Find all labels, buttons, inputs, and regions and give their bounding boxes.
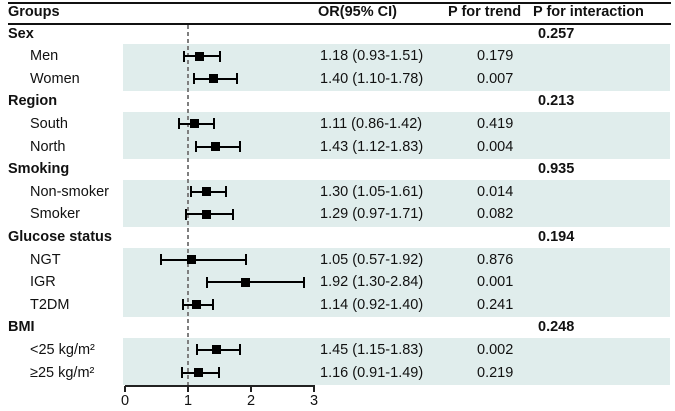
p-interaction-value: 0.213 (538, 93, 575, 110)
p-interaction-value: 0.257 (538, 25, 575, 42)
header-rule (8, 23, 671, 25)
reference-line-or-1 (187, 25, 189, 386)
or-marker (193, 368, 203, 377)
ci-line (206, 281, 304, 284)
ci-cap-right (217, 367, 220, 378)
ci-cap-left (194, 141, 197, 152)
p-trend-value: 0.001 (477, 273, 514, 290)
row-label: IGR (30, 273, 56, 290)
ci-cap-right (239, 344, 242, 356)
row-label: Smoker (30, 206, 80, 223)
p-trend-value: 0.002 (477, 341, 514, 358)
or-ci-value: 1.14 (0.92-1.40) (320, 296, 424, 313)
or-marker (186, 255, 196, 264)
group-label: Sex (8, 25, 34, 42)
axis-tick-label: 2 (246, 393, 256, 409)
row-label: South (30, 115, 68, 132)
or-marker (190, 119, 200, 129)
or-ci-value: 1.11 (0.86-1.42) (320, 115, 423, 132)
p-trend-value: 0.007 (477, 70, 514, 87)
axis-tick (187, 386, 189, 392)
or-ci-value: 1.92 (1.30-2.84) (320, 273, 424, 290)
p-trend-value: 0.004 (477, 138, 514, 155)
row-label: T2DM (30, 296, 70, 313)
ci-cap-right (302, 276, 305, 288)
p-trend-value: 0.219 (477, 364, 514, 381)
ci-cap-right (244, 254, 247, 265)
or-marker (208, 74, 218, 84)
p-trend-value: 0.179 (477, 47, 514, 64)
axis-tick-label: 0 (120, 393, 130, 409)
ci-cap-left (185, 208, 188, 220)
ci-cap-left (181, 367, 184, 378)
ci-cap-right (219, 50, 222, 62)
ci-cap-left (193, 73, 196, 85)
group-band (123, 44, 670, 92)
or-ci-value: 1.29 (0.97-1.71) (320, 206, 424, 223)
ci-cap-left (190, 186, 193, 198)
ci-cap-left (196, 344, 199, 356)
ci-cap-left (205, 276, 208, 288)
axis-tick (313, 386, 315, 392)
or-marker (210, 142, 220, 151)
row-label: North (30, 138, 66, 155)
x-axis-line (125, 385, 315, 387)
ci-cap-left (182, 50, 185, 62)
p-interaction-value: 0.248 (538, 319, 575, 336)
or-ci-value: 1.16 (0.91-1.49) (320, 364, 424, 381)
group-label: Region (8, 93, 58, 110)
p-interaction-value: 0.194 (538, 228, 575, 245)
ci-cap-left (159, 254, 162, 265)
ci-cap-left (178, 118, 181, 130)
group-label: Glucose status (8, 228, 112, 245)
top-rule (8, 2, 671, 4)
or-ci-value: 1.30 (1.05-1.61) (320, 183, 424, 200)
or-ci-value: 1.40 (1.10-1.78) (320, 70, 424, 87)
ci-cap-left (181, 299, 184, 311)
or-marker (202, 187, 212, 197)
p-trend-value: 0.876 (477, 251, 514, 268)
or-ci-value: 1.43 (1.12-1.83) (320, 138, 424, 155)
or-ci-value: 1.05 (0.57-1.92) (320, 251, 424, 268)
group-label: BMI (8, 319, 35, 336)
column-header-p-interaction: P for interaction (533, 3, 644, 20)
group-label: Smoking (8, 160, 70, 177)
axis-tick-label: 1 (183, 393, 193, 409)
p-trend-value: 0.082 (477, 206, 514, 223)
or-marker (192, 300, 202, 310)
or-marker (201, 209, 211, 219)
p-interaction-value: 0.935 (538, 160, 575, 177)
group-band (123, 179, 670, 227)
ci-cap-right (231, 208, 234, 220)
axis-tick (250, 386, 252, 392)
or-marker (194, 51, 204, 61)
or-ci-value: 1.45 (1.15-1.83) (320, 341, 424, 358)
ci-cap-right (213, 118, 216, 130)
or-ci-value: 1.18 (0.93-1.51) (320, 47, 424, 64)
column-header-or-ci: OR(95% CI) (318, 3, 397, 20)
or-marker (241, 277, 251, 287)
ci-cap-right (236, 73, 239, 85)
axis-tick-label: 3 (309, 393, 319, 409)
ci-cap-right (225, 186, 228, 198)
ci-line (160, 258, 246, 261)
row-label: ≥25 kg/m² (30, 364, 95, 381)
or-marker (211, 345, 221, 355)
row-label: Men (30, 47, 59, 64)
column-header-p-trend: P for trend (448, 3, 522, 20)
row-label: NGT (30, 251, 61, 268)
p-trend-value: 0.241 (477, 296, 514, 313)
axis-tick (124, 386, 126, 392)
row-label: Women (30, 70, 80, 87)
ci-cap-right (239, 141, 242, 152)
ci-cap-right (212, 299, 215, 311)
p-trend-value: 0.419 (477, 115, 514, 132)
p-trend-value: 0.014 (477, 183, 514, 200)
row-label: Non-smoker (30, 183, 109, 200)
row-label: <25 kg/m² (30, 341, 95, 358)
column-header-groups: Groups (8, 3, 60, 20)
